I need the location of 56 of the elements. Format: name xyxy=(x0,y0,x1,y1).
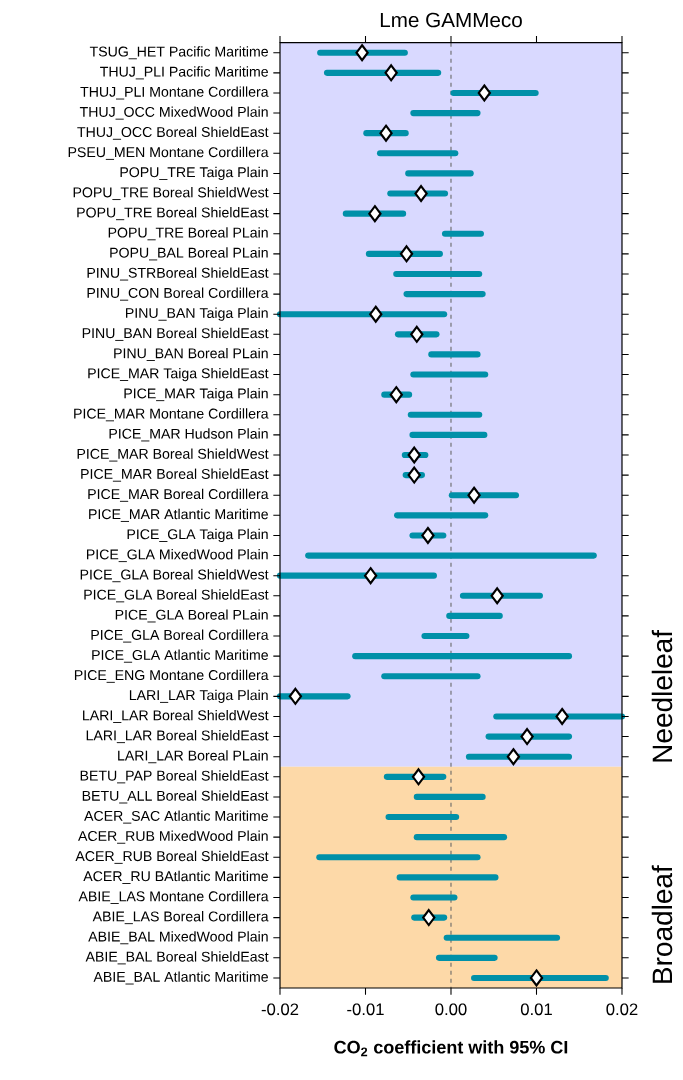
y-tick-label: ACER_RUB Boreal ShieldEast xyxy=(75,850,269,864)
y-tick-label: THUJ_PLI Montane Cordillera xyxy=(80,86,269,100)
y-tick-label: LARI_LAR Boreal PLain xyxy=(118,750,268,764)
y-tick-label: POPU_TRE Boreal ShieldWest xyxy=(73,187,269,201)
y-tick-label: PICE_GLA Boreal PLain xyxy=(115,609,268,623)
y-tick-label: POPU_TRE Taiga Plain xyxy=(120,166,268,180)
band-label: Needleleaf xyxy=(651,629,673,762)
y-tick-label: PICE_MAR Boreal ShieldEast xyxy=(81,468,269,482)
x-axis-title: CO$_{2}$ coefficient with 95% CI xyxy=(334,1040,568,1057)
y-tick-label: LARI_LAR Boreal ShieldWest xyxy=(83,709,269,723)
y-tick-label: PICE_MAR Montane Cordillera xyxy=(74,408,269,422)
y-tick-label: PINU_STRBoreal ShieldEast xyxy=(87,267,269,281)
y-tick-label: POPU_TRE Boreal ShieldEast xyxy=(77,207,269,221)
y-tick-label: PINU_BAN Boreal ShieldEast xyxy=(82,327,269,341)
y-tick-label: PICE_MAR Taiga Plain xyxy=(124,388,268,402)
y-tick-label: PICE_MAR Taiga ShieldEast xyxy=(88,367,269,382)
y-tick-label: PICE_MAR Atlantic Maritime xyxy=(89,508,268,522)
y-tick-label: LARI_LAR Boreal ShieldEast xyxy=(86,730,269,744)
y-tick-label: BETU_PAP Boreal ShieldEast xyxy=(80,770,269,784)
y-tick-label: ACER_RU BAtlantic Maritime xyxy=(83,870,268,884)
y-tick-label: PICE_GLA Boreal Cordillera xyxy=(91,629,269,643)
y-tick-label: ACER_RUB MixedWood Plain xyxy=(78,830,268,844)
y-tick-label: ABIE_LAS Boreal Cordillera xyxy=(92,911,269,925)
y-tick-label: PINU_CON Boreal Cordillera xyxy=(87,287,269,301)
band-label: Broadleaf xyxy=(651,865,673,983)
y-tick-label: PICE_MAR Boreal Cordillera xyxy=(88,488,269,502)
x-tick-label: 0.02 xyxy=(606,1003,638,1016)
y-tick-label: PICE_GLA Atlantic Maritime xyxy=(92,649,268,663)
y-tick-label: BETU_ALL Boreal ShieldEast xyxy=(82,790,269,804)
y-tick-label: POPU_TRE Boreal PLain xyxy=(108,227,268,241)
y-tick-label: LARI_LAR Taiga Plain xyxy=(129,689,268,703)
y-tick-label: ABIE_BAL MixedWood Plain xyxy=(88,931,268,945)
y-tick-label: ABIE_BAL Atlantic Maritime xyxy=(93,971,268,985)
y-tick-label: THUJ_PLI Pacific Maritime xyxy=(100,66,268,80)
y-tick-label: POPU_BAL Boreal PLain xyxy=(110,247,268,261)
y-tick-label: ABIE_BAL Boreal ShieldEast xyxy=(85,951,269,965)
y-tick-label: TSUG_HET Pacific Maritime xyxy=(89,46,268,60)
y-tick-label: PICE_MAR Hudson Plain xyxy=(109,428,268,442)
y-tick-label: PICE_GLA Boreal ShieldEast xyxy=(84,589,269,603)
y-tick-label: PINU_BAN Taiga Plain xyxy=(126,307,268,321)
y-tick-label: PICE_GLA Boreal ShieldWest xyxy=(80,569,269,583)
y-tick-label: ACER_SAC Atlantic Maritime xyxy=(84,810,268,824)
x-tick-label: 0.00 xyxy=(435,1003,467,1016)
y-tick-label: PICE_GLA Taiga Plain xyxy=(127,528,268,543)
y-tick-label: PINU_BAN Boreal PLain xyxy=(114,347,268,361)
chart-title: Lme GAMMeco xyxy=(380,12,522,28)
x-tick-label: -0.01 xyxy=(347,1003,384,1016)
y-tick-label: THUJ_OCC Boreal ShieldEast xyxy=(77,126,269,140)
x-tick-label: -0.02 xyxy=(261,1003,299,1016)
x-tick-label: 0.01 xyxy=(520,1003,552,1016)
y-tick-label: PSEU_MEN Montane Cordillera xyxy=(68,146,269,160)
y-tick-label: THUJ_OCC MixedWood Plain xyxy=(79,106,268,120)
y-tick-label: ABIE_LAS Montane Cordillera xyxy=(78,890,269,905)
y-tick-label: PICE_MAR Boreal ShieldWest xyxy=(77,448,269,462)
y-tick-label: PICE_GLA MixedWood Plain xyxy=(87,549,268,563)
y-tick-label: PICE_ENG Montane Cordillera xyxy=(74,669,269,683)
